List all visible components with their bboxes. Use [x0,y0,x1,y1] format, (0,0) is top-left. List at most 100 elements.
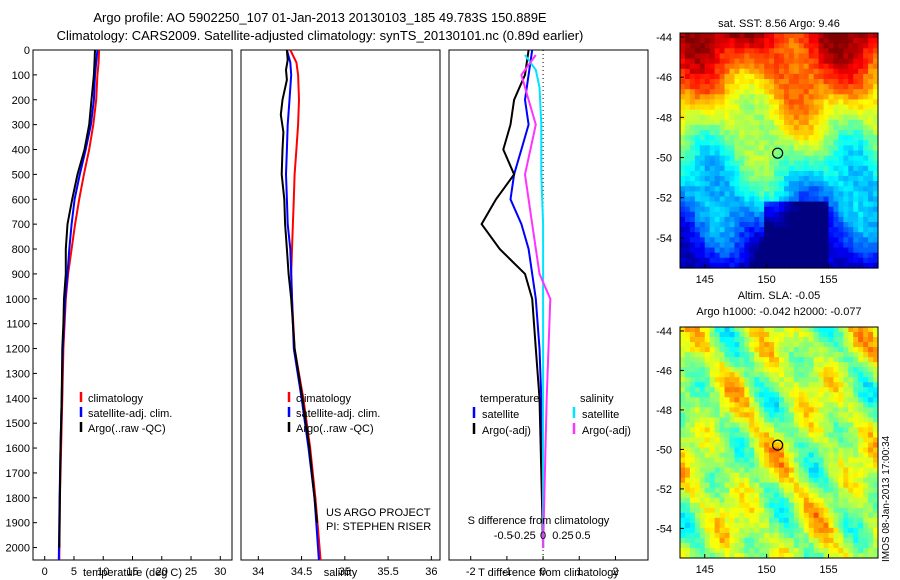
map-cell [823,242,830,249]
map-cell [803,527,810,534]
map-cell [783,402,790,408]
map-cell [793,357,800,363]
map-cell [818,522,825,529]
map-cell [709,216,716,223]
map-cell [764,502,770,509]
map-cell [843,114,849,121]
map-cell [853,337,859,343]
map-cell [808,222,815,228]
map-cell [848,206,854,213]
map-cell [823,135,830,141]
map-cell [704,211,711,218]
map-cell [734,216,740,223]
map-cell [779,84,785,90]
map-cell [739,53,745,60]
map-cell [754,507,760,514]
map-cell [873,124,879,131]
x-tick-label: 34 [252,566,264,578]
map-cell [729,237,736,244]
y-tick-label: 1700 [6,468,30,480]
map-cell [838,327,844,333]
map-cell [823,532,830,539]
map-cell [759,114,765,121]
map-cell [769,99,775,106]
map-cell [843,247,849,254]
map-cell [764,160,770,167]
map-cell [783,63,790,70]
map-cell [769,332,775,338]
map-cell [709,467,716,474]
map-cell [873,78,879,85]
map-cell [828,114,835,121]
map-cell [788,38,795,44]
map-cell [704,522,711,529]
map-cell [684,427,691,434]
map-cell [813,487,820,494]
map-cell [779,552,785,559]
map-cell [744,367,750,373]
map-cell [719,160,726,167]
map-cell [783,382,790,388]
map-cell [759,367,765,373]
map-cell [699,43,706,49]
map-cell [803,502,810,509]
map-cell [774,165,780,172]
map-cell [843,527,849,534]
map-cell [754,68,760,75]
map-cell [754,522,760,529]
map-cell [714,492,721,499]
map-cell [783,43,790,49]
map-cell [833,397,839,403]
map-cell [694,357,701,363]
map-cell [769,367,775,373]
map-cell [719,186,726,192]
map-cell [803,537,810,544]
map-cell [838,206,844,213]
map-cell [853,457,859,464]
map-cell [719,89,726,95]
map-cell [754,517,760,524]
map-cell [863,78,869,85]
map-cell [694,327,701,333]
map-cell [749,482,755,489]
map-cell [719,94,726,101]
map-cell [779,417,785,424]
map-cell [739,206,745,213]
map-cell [808,417,815,424]
map-cell [828,482,835,489]
map-cell [858,170,864,177]
map-cell [798,472,805,479]
map-cell [774,432,780,439]
map-cell [833,382,839,388]
map-cell [798,527,805,534]
map-cell [709,242,716,249]
y-tick-label: -54 [656,523,672,535]
map-cell [774,407,780,413]
map-cell [808,472,815,479]
map-cell [813,432,820,439]
map-cell [798,211,805,218]
map-cell [724,119,731,126]
map-cell [764,492,770,499]
map-cell [833,337,839,343]
map-cell [739,99,745,106]
map-cell [858,38,864,44]
map-cell [709,432,716,439]
map-cell [724,462,731,469]
map-cell [823,492,830,499]
map-cell [843,165,849,172]
map-cell [843,457,849,464]
map-cell [719,237,726,244]
map-cell [709,357,716,363]
map-cell [813,482,820,489]
map-cell [774,211,780,218]
map-cell [833,145,839,152]
map-cell [853,206,859,213]
map-cell [873,362,879,368]
map-cell [749,382,755,388]
map-cell [779,362,785,368]
map-cell [734,33,740,39]
map-cell [823,181,830,187]
map-cell [759,124,765,131]
map-cell [788,547,795,554]
